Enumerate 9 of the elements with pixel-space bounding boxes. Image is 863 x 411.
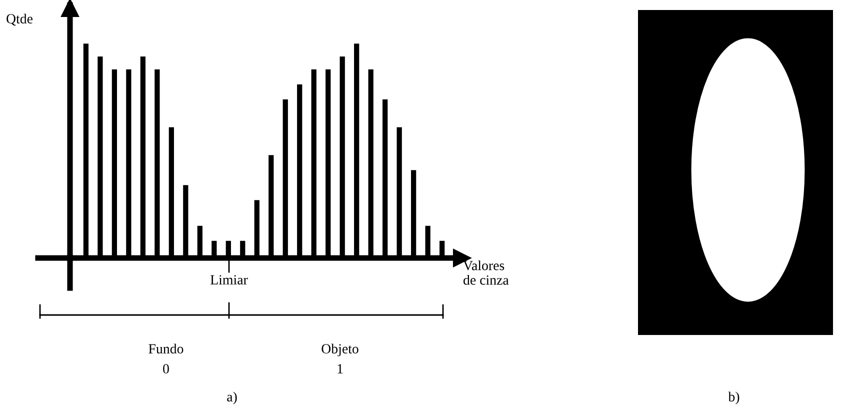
text: Objeto	[322, 344, 358, 356]
y-axis-title: Qtde	[6, 14, 33, 26]
text: Limiar	[210, 275, 248, 284]
text: b)	[728, 392, 740, 404]
text: 1	[338, 364, 343, 374]
x-axis-title: Valores de cinza	[463, 260, 509, 285]
text: 0	[163, 364, 169, 374]
text: Fundo	[148, 344, 184, 354]
text: a)	[227, 392, 237, 404]
